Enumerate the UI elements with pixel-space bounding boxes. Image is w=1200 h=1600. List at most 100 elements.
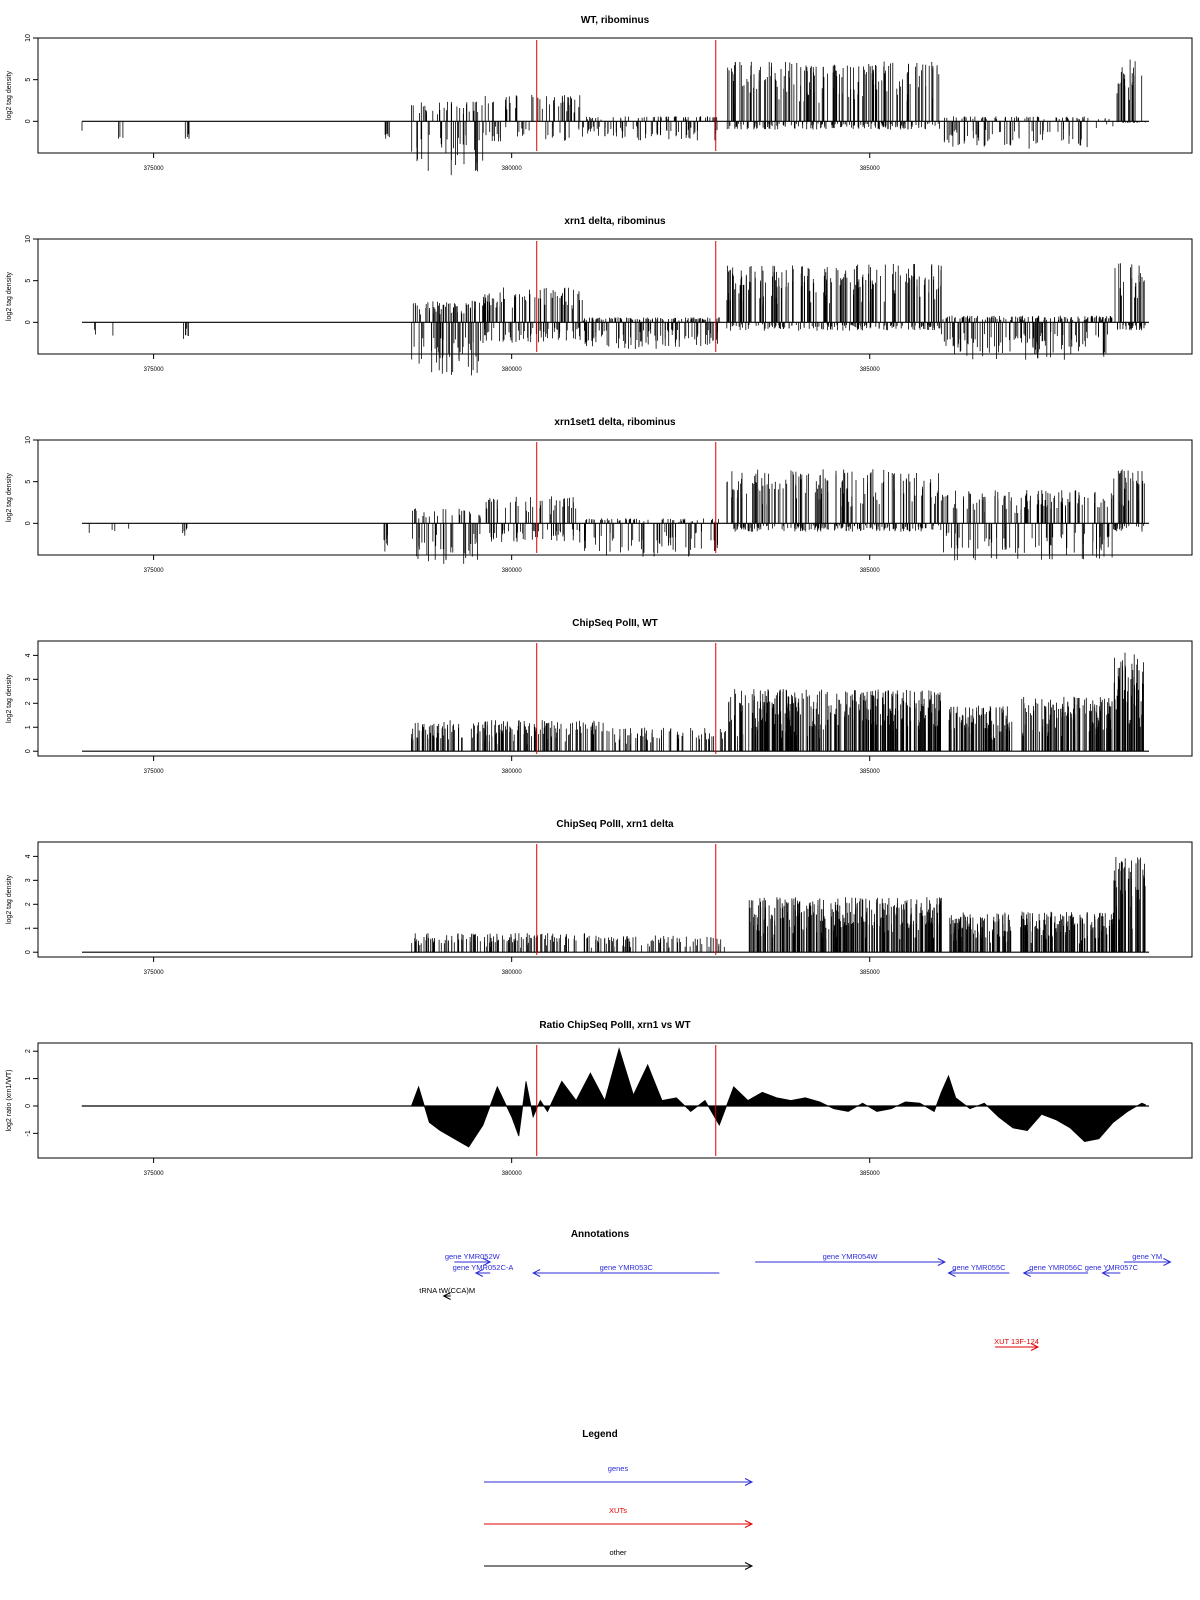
y-axis-label: log2 ratio (xrn1/WT) — [6, 1070, 13, 1132]
x-tick-label: 380000 — [502, 166, 523, 172]
arrow-head — [1163, 1258, 1172, 1266]
legend-label: genes — [608, 1464, 629, 1473]
panel-title: ChipSeq PolII, WT — [572, 618, 658, 629]
arrow-head — [744, 1478, 754, 1486]
arrow-head — [1101, 1269, 1110, 1277]
legend-item-other: other — [484, 1548, 754, 1570]
panel-2: xrn1set1 delta, ribominus log2 tag densit… — [6, 417, 1193, 574]
y-tick-label: 1 — [25, 725, 32, 729]
y-tick-label: 10 — [25, 436, 32, 444]
legend-label: other — [609, 1548, 627, 1557]
feature-label: gene YMR052W — [445, 1252, 501, 1261]
y-tick-label: -1 — [25, 1130, 32, 1136]
feature-label: gene YMR055C — [952, 1263, 1006, 1272]
x-tick-label: 375000 — [144, 568, 165, 574]
y-tick-label: 2 — [25, 902, 32, 906]
x-tick-label: 380000 — [502, 568, 523, 574]
y-tick-label: 0 — [25, 749, 32, 753]
x-tick-label: 385000 — [860, 367, 881, 373]
feature-gene: gene YMR055C — [947, 1263, 1010, 1277]
panel-5: Ratio ChipSeq PolII, xrn1 vs WT log2 rati… — [6, 1020, 1193, 1177]
panel-title: ChipSeq PolII, xrn1 delta — [556, 819, 674, 830]
y-tick-label: 0 — [25, 950, 32, 954]
y-tick-label: 0 — [25, 119, 32, 123]
panel-title: xrn1 delta, ribominus — [564, 216, 666, 227]
y-axis-label: log2 tag density — [6, 673, 13, 723]
feature-gene: gene YM — [1123, 1252, 1172, 1266]
feature-label: gene YMR053C — [600, 1263, 654, 1272]
legend-item-gene: genes — [484, 1464, 754, 1486]
y-axis-label: log2 tag density — [6, 874, 13, 924]
y-axis-label: log2 tag density — [6, 70, 13, 120]
x-tick-label: 385000 — [860, 568, 881, 574]
panel-0: WT, ribominus log2 tag density 0 5 10 375000 3… — [6, 15, 1193, 176]
x-tick-label: 375000 — [144, 367, 165, 373]
legend-item-xut: XUTs — [484, 1506, 754, 1528]
arrow-head — [442, 1292, 451, 1300]
y-tick-label: 2 — [25, 701, 32, 705]
x-tick-label: 385000 — [860, 769, 881, 775]
bar-marks — [81, 59, 1146, 176]
y-axis-label: log2 tag density — [6, 472, 13, 522]
legend-label: XUTs — [609, 1506, 627, 1515]
annotations-panel: Annotations gene YMR052W gene YMR052C-A ge… — [419, 1229, 1172, 1351]
x-tick-label: 375000 — [144, 970, 165, 976]
feature-label: gene YM — [1132, 1252, 1162, 1261]
feature-gene: gene YMR053C — [532, 1263, 720, 1277]
arrow-head — [744, 1562, 754, 1570]
feature-label: gene YMR054W — [823, 1252, 879, 1261]
y-tick-label: 5 — [25, 78, 32, 82]
arrow-head — [1022, 1269, 1031, 1277]
panel-title: WT, ribominus — [581, 15, 650, 26]
panel-1: xrn1 delta, ribominus log2 tag density 0 5 1… — [6, 216, 1193, 376]
y-tick-label: 10 — [25, 34, 32, 42]
feature-xut: XUT 13F-124 — [994, 1337, 1040, 1351]
x-tick-label: 385000 — [860, 1171, 881, 1177]
y-tick-label: 1 — [25, 926, 32, 930]
y-tick-label: 2 — [25, 1049, 32, 1053]
feature-gene: gene YMR054W — [755, 1252, 947, 1266]
feature-gene: gene YMR052C-A — [453, 1263, 514, 1277]
y-tick-label: 5 — [25, 480, 32, 484]
legend: Legend genes XUTs other — [484, 1429, 754, 1570]
y-tick-label: 0 — [25, 1104, 32, 1108]
arrow-head — [474, 1269, 484, 1277]
feature-label: XUT 13F-124 — [994, 1337, 1039, 1346]
bar-marks — [88, 469, 1145, 564]
y-axis-label: log2 tag density — [6, 271, 13, 321]
plot-frame — [37, 439, 1193, 556]
x-tick-label: 375000 — [144, 166, 165, 172]
feature-label: tRNA tW(CCA)M — [419, 1286, 475, 1295]
arrow-head — [482, 1258, 492, 1266]
y-tick-label: 3 — [25, 878, 32, 882]
x-tick-label: 375000 — [144, 769, 165, 775]
panel-title: xrn1set1 delta, ribominus — [554, 417, 676, 428]
feature-label: gene YMR056C — [1029, 1263, 1083, 1272]
y-tick-label: 5 — [25, 279, 32, 283]
x-tick-label: 380000 — [502, 367, 523, 373]
y-tick-label: 3 — [25, 677, 32, 681]
y-tick-label: 1 — [25, 1077, 32, 1081]
annotations-title: Annotations — [571, 1229, 630, 1240]
panel-title: Ratio ChipSeq PolII, xrn1 vs WT — [539, 1020, 690, 1031]
plot-frame — [37, 238, 1193, 355]
feature-label: gene YMR052C-A — [453, 1263, 514, 1272]
y-tick-label: 4 — [25, 653, 32, 657]
arrow-head — [947, 1269, 956, 1277]
x-tick-label: 380000 — [502, 970, 523, 976]
bar-marks — [94, 263, 1146, 376]
y-tick-label: 10 — [25, 235, 32, 243]
y-tick-label: 4 — [25, 854, 32, 858]
feature-gene: gene YMR052W — [445, 1252, 501, 1266]
x-tick-label: 380000 — [502, 1171, 523, 1177]
bar-marks — [411, 652, 1144, 752]
plot-frame — [37, 640, 1193, 757]
feature-gene: gene YMR056C — [1022, 1263, 1089, 1277]
panel-4: ChipSeq PolII, xrn1 delta log2 tag densit… — [6, 819, 1193, 976]
x-tick-label: 385000 — [860, 970, 881, 976]
panel-3: ChipSeq PolII, WT log2 tag density 0 1 2 3 4 37… — [6, 618, 1193, 775]
x-tick-label: 385000 — [860, 166, 881, 172]
x-tick-label: 375000 — [144, 1171, 165, 1177]
